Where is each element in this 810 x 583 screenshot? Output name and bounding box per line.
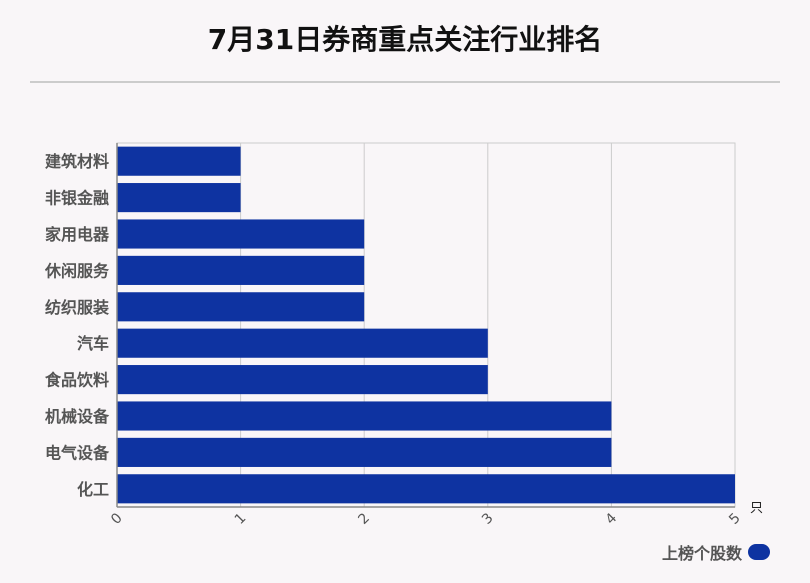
bar-7 [117,401,612,431]
legend-swatch [748,544,770,560]
bar-2 [117,219,365,249]
bar-8 [117,437,612,467]
bar-0 [117,146,241,176]
x-tick-label-2: 2 [355,510,373,528]
category-label-4: 纺织服装 [45,298,109,317]
x-tick-label-1: 1 [232,510,250,528]
category-label-2: 家用电器 [45,225,110,244]
chart-title: 7月31日券商重点关注行业排名 [207,23,603,56]
category-label-6: 食品饮料 [44,371,109,390]
category-label-7: 机械设备 [45,407,110,426]
category-label-3: 休闲服务 [44,261,110,280]
bar-9 [117,474,735,504]
title-divider [30,81,780,83]
bar-3 [117,255,365,285]
legend-label: 上榜个股数 [661,544,742,563]
bar-5 [117,328,488,358]
category-label-1: 非银金融 [45,189,109,208]
category-label-8: 电气设备 [45,443,110,462]
bar-6 [117,365,488,395]
x-tick-label-0: 0 [108,510,126,528]
category-label-9: 化工 [77,480,109,499]
bar-1 [117,183,241,213]
x-tick-label-4: 4 [603,510,621,528]
category-label-5: 汽车 [77,334,109,353]
category-label-0: 建筑材料 [45,152,109,171]
x-unit-label: 只 [750,501,763,516]
bar-4 [117,292,365,322]
x-tick-label-3: 3 [479,510,497,528]
x-tick-label-5: 5 [726,510,744,528]
legend[interactable]: 上榜个股数 [662,540,770,564]
